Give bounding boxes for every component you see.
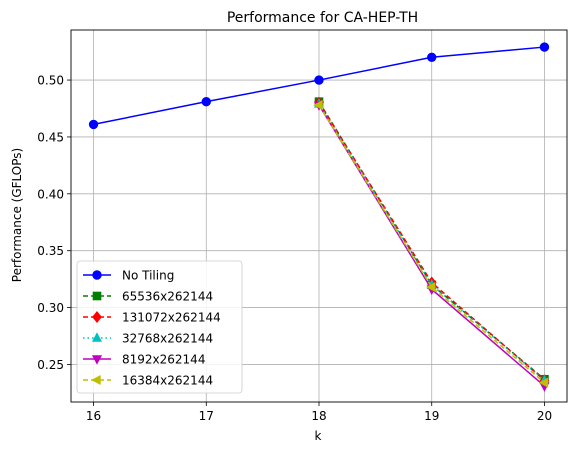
- legend-label: No Tiling: [122, 269, 174, 283]
- x-tick-label: 18: [311, 409, 326, 423]
- x-tick-label: 17: [199, 409, 214, 423]
- legend-marker: [91, 355, 103, 365]
- data-point: [314, 75, 324, 85]
- y-tick-label: 0.25: [37, 358, 64, 372]
- y-tick-label: 0.30: [37, 301, 64, 315]
- series-layer: [88, 42, 550, 392]
- legend-label: 131072x262144: [122, 311, 221, 325]
- y-axis-label: Performance (GFLOPs): [10, 148, 24, 282]
- legend-label: 16384x262144: [122, 374, 213, 388]
- series: [88, 42, 550, 130]
- data-point: [425, 282, 436, 293]
- data-point: [427, 52, 437, 63]
- chart-title: Performance for CA-HEP-TH: [227, 10, 418, 26]
- legend-marker: [92, 270, 102, 280]
- y-tick-label: 0.40: [37, 187, 64, 201]
- legend-marker: [92, 291, 102, 301]
- x-axis-label: k: [315, 429, 322, 443]
- y-tick-label: 0.45: [37, 130, 64, 144]
- data-point: [313, 100, 323, 111]
- data-point: [201, 96, 211, 107]
- y-tick-label: 0.35: [37, 244, 64, 258]
- legend-marker: [92, 311, 102, 323]
- series-line: [318, 103, 545, 381]
- legend: No Tiling 65536x262144 131072x262144 32768x…: [76, 260, 243, 394]
- legend-label: 32768x262144: [122, 332, 213, 346]
- series-line: [318, 104, 545, 384]
- y-tick-label: 0.50: [37, 74, 64, 88]
- legend-box: [76, 260, 243, 394]
- legend-marker: [91, 332, 103, 342]
- ticks: 16 17 18 19 20 0.25 0.30 0.35 0.40 0.45 0.50: [37, 74, 552, 423]
- legend-label: 8192x262144: [122, 353, 205, 367]
- data-point: [539, 42, 550, 52]
- series: [313, 100, 549, 388]
- data-point: [538, 377, 549, 388]
- legend-label: 65536x262144: [122, 290, 213, 304]
- x-tick-label: 20: [537, 409, 552, 423]
- x-tick-label: 16: [86, 409, 101, 423]
- legend-marker: [91, 374, 101, 386]
- x-tick-label: 19: [424, 409, 439, 423]
- data-point: [88, 119, 99, 130]
